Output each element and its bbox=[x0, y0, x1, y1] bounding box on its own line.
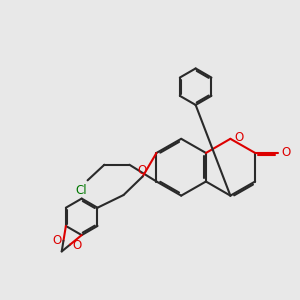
Text: Cl: Cl bbox=[75, 184, 87, 197]
Text: O: O bbox=[52, 234, 62, 247]
Text: O: O bbox=[282, 146, 291, 159]
Text: O: O bbox=[234, 131, 243, 144]
Text: O: O bbox=[72, 239, 81, 252]
Text: O: O bbox=[137, 164, 147, 176]
